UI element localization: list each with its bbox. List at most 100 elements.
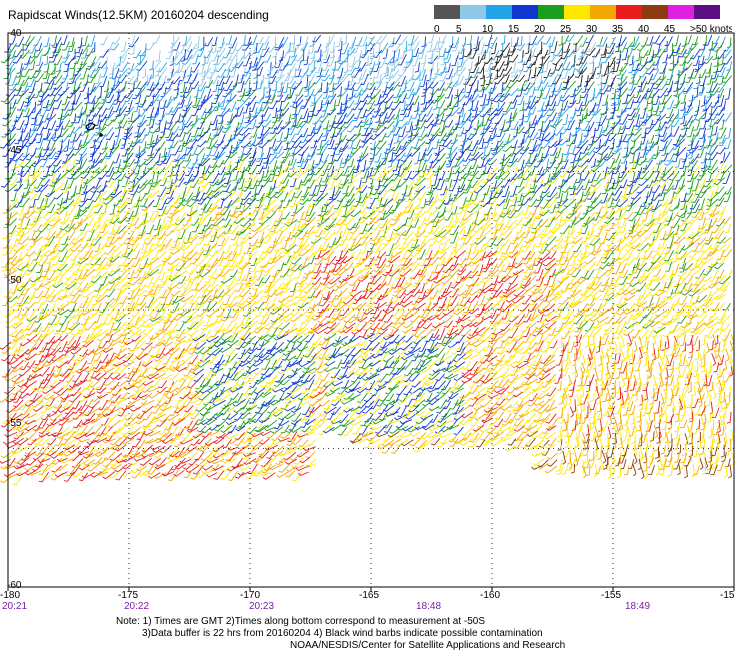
wind-barb (122, 178, 129, 188)
wind-barb (92, 95, 101, 105)
wind-barb (61, 95, 69, 105)
wind-barb (374, 94, 382, 106)
wind-barb (636, 157, 648, 166)
wind-barb (273, 151, 285, 159)
wind-barb (665, 225, 673, 236)
wind-barb (123, 258, 134, 268)
wind-barb (353, 196, 362, 207)
wind-barb (91, 42, 96, 53)
wind-barb (463, 184, 472, 194)
wind-barb (518, 114, 525, 127)
wind-barb (125, 183, 134, 192)
wind-barb (703, 224, 713, 234)
wind-barb (310, 94, 316, 107)
wind-barb (301, 36, 309, 49)
wind-barb (430, 230, 441, 241)
wind-barb (145, 42, 155, 51)
wind-barb (675, 308, 687, 317)
wind-barb (94, 126, 102, 136)
wind-barb (25, 302, 36, 310)
wind-barb (364, 296, 374, 307)
wind-barb (354, 60, 362, 70)
wind-barb (641, 36, 649, 47)
wind-barb (332, 139, 343, 150)
wind-barb (68, 322, 81, 331)
wind-barb (446, 203, 454, 213)
wind-barb (62, 191, 69, 204)
wind-barb (372, 216, 382, 224)
wind-barb (532, 301, 543, 310)
wind-barb (5, 61, 17, 71)
wind-barb (133, 269, 142, 279)
wind-barb (690, 184, 699, 197)
wind-barb (455, 275, 465, 284)
wind-barb (716, 191, 727, 201)
wind-barb (198, 157, 211, 167)
wind-barb (342, 290, 355, 300)
wind-barb (459, 107, 465, 118)
wind-barb (119, 184, 127, 198)
wind-barb (451, 166, 461, 175)
wind-barb (277, 86, 284, 97)
wind-barb (370, 89, 382, 99)
wind-barb (343, 262, 354, 271)
wind-barb (545, 244, 557, 252)
wind-barb (250, 125, 259, 138)
wind-barb (65, 205, 76, 216)
wind-barb (163, 223, 174, 230)
wind-barb (396, 152, 406, 162)
wind-barb (643, 100, 649, 110)
wind-barb (348, 276, 361, 287)
wind-barb (406, 94, 415, 106)
wind-barb (167, 190, 175, 199)
wind-barb (290, 197, 297, 208)
wind-barb (308, 42, 315, 54)
wind-barb (432, 177, 441, 189)
wind-barb (13, 236, 23, 247)
wind-barb (305, 132, 317, 143)
wind-barb (84, 257, 94, 266)
wind-barb (194, 159, 207, 169)
wind-barb (157, 186, 167, 197)
wind-barb (124, 205, 135, 214)
wind-barb (211, 42, 218, 54)
wind-barb (601, 251, 610, 259)
wind-barb (605, 166, 617, 175)
wind-barb (216, 251, 225, 262)
wind-barb (266, 211, 276, 219)
wind-barb (723, 55, 733, 65)
wind-barb (209, 179, 220, 187)
wind-barb (26, 152, 36, 161)
wind-barb (402, 257, 413, 267)
wind-barb (554, 255, 565, 266)
wind-barb (393, 93, 402, 103)
wind-barb (129, 179, 136, 193)
wind-barb (53, 81, 64, 90)
wind-barb (399, 47, 407, 59)
wind-barb (339, 106, 348, 114)
wind-barb (508, 251, 519, 259)
wind-barb (630, 190, 642, 200)
wind-barb (542, 87, 551, 99)
wind-barb (233, 127, 243, 137)
wind-barb (170, 249, 181, 255)
wind-barb (628, 79, 635, 91)
wind-barb (531, 294, 543, 303)
wind-barb (522, 217, 532, 227)
wind-barb (546, 186, 557, 198)
wind-barb (457, 60, 466, 72)
wind-barb (390, 250, 402, 258)
wind-barb (61, 54, 70, 63)
wind-barb (710, 86, 720, 96)
wind-barb (407, 244, 420, 253)
wind-barb (551, 295, 563, 301)
wind-barb (13, 112, 23, 123)
wind-barb (515, 67, 524, 79)
wind-barb (63, 47, 70, 59)
wind-barb (514, 203, 524, 212)
wind-barb (161, 256, 172, 263)
wind-barb (26, 160, 37, 169)
wind-barb (487, 158, 498, 166)
wind-barb (226, 276, 237, 287)
wind-barb (466, 82, 474, 94)
